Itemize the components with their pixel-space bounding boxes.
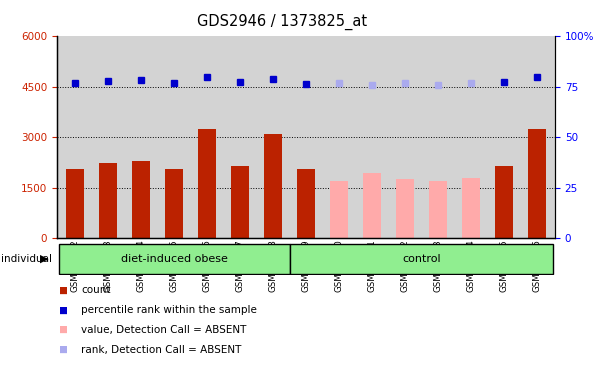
Bar (99, 163, 117, 238)
Text: diet-induced obese: diet-induced obese (121, 254, 227, 264)
Text: control: control (402, 254, 441, 264)
Bar (528, 129, 546, 238)
Text: individual: individual (1, 254, 52, 264)
Text: ■: ■ (60, 303, 67, 316)
Bar (264, 134, 282, 238)
Text: GDS2946 / 1373825_at: GDS2946 / 1373825_at (197, 13, 367, 30)
Bar (429, 181, 447, 238)
Text: ■: ■ (60, 283, 67, 296)
Text: ■: ■ (60, 323, 67, 336)
Bar (66, 169, 84, 238)
Bar (462, 177, 480, 238)
Bar (59, 244, 290, 274)
Text: ■: ■ (60, 343, 67, 356)
Bar (330, 181, 348, 238)
Bar (495, 166, 513, 238)
Bar (132, 162, 150, 238)
Text: ▶: ▶ (40, 254, 49, 264)
Text: rank, Detection Call = ABSENT: rank, Detection Call = ABSENT (81, 345, 241, 355)
Bar (363, 172, 381, 238)
Bar (297, 169, 315, 238)
Text: count: count (81, 285, 110, 295)
Text: percentile rank within the sample: percentile rank within the sample (81, 305, 257, 315)
Bar (198, 129, 216, 238)
Bar (396, 179, 414, 238)
Bar (290, 244, 553, 274)
Bar (165, 169, 183, 238)
Bar (231, 166, 249, 238)
Text: value, Detection Call = ABSENT: value, Detection Call = ABSENT (81, 325, 247, 335)
